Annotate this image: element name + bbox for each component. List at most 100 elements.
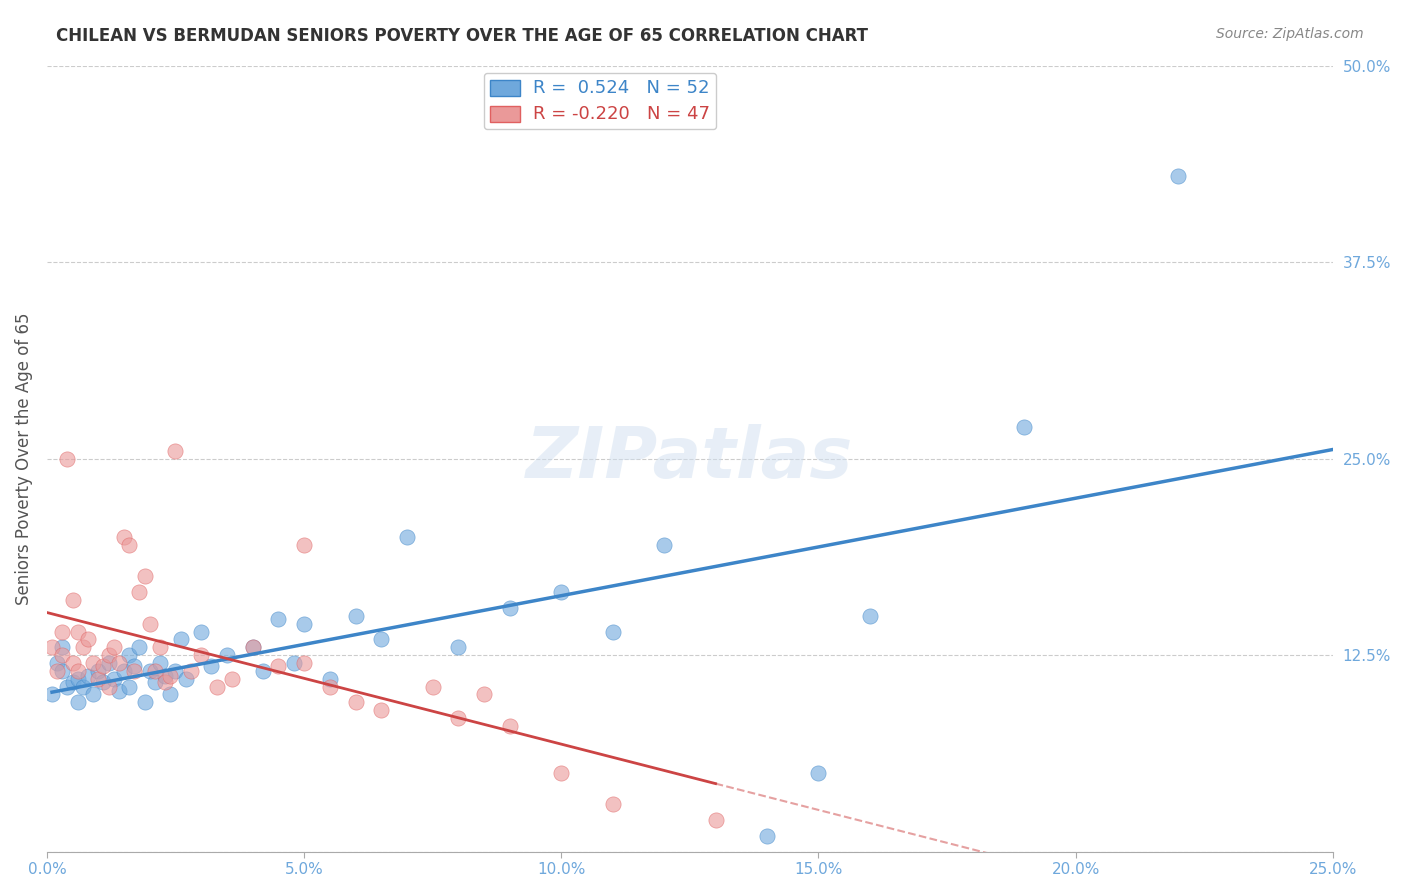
Chileans xyxy=(124,659,146,673)
Chileans xyxy=(66,672,89,686)
Bermudans xyxy=(134,569,156,583)
Chileans xyxy=(807,766,830,780)
Bermudans xyxy=(103,640,125,655)
Bermudans xyxy=(370,703,392,717)
Chileans xyxy=(66,695,89,709)
Bermudans xyxy=(499,719,522,733)
Bermudans xyxy=(87,672,110,686)
Bermudans xyxy=(153,674,176,689)
Chileans xyxy=(756,829,779,843)
Chileans xyxy=(169,632,191,647)
Bermudans xyxy=(82,656,104,670)
Bermudans xyxy=(41,640,63,655)
Bermudans xyxy=(550,766,572,780)
Chileans xyxy=(139,664,162,678)
Bermudans xyxy=(118,538,141,552)
Chileans xyxy=(242,640,264,655)
Chileans xyxy=(112,664,135,678)
Chileans xyxy=(283,656,305,670)
Chileans xyxy=(252,664,274,678)
Chileans xyxy=(370,632,392,647)
Chileans xyxy=(72,680,94,694)
Bermudans xyxy=(602,797,624,812)
Bermudans xyxy=(180,664,202,678)
Chileans xyxy=(128,640,150,655)
Chileans xyxy=(652,538,675,552)
Bermudans xyxy=(56,451,79,466)
Bermudans xyxy=(51,648,73,662)
Bermudans xyxy=(344,695,367,709)
Bermudans xyxy=(472,687,495,701)
Text: Source: ZipAtlas.com: Source: ZipAtlas.com xyxy=(1216,27,1364,41)
Chileans xyxy=(499,601,522,615)
Bermudans xyxy=(319,680,342,694)
Chileans xyxy=(46,656,69,670)
Chileans xyxy=(550,585,572,599)
Chileans xyxy=(143,674,166,689)
Chileans xyxy=(602,624,624,639)
Bermudans xyxy=(159,668,181,682)
Chileans xyxy=(82,687,104,701)
Bermudans xyxy=(62,656,84,670)
Bermudans xyxy=(46,664,69,678)
Chileans xyxy=(93,674,115,689)
Bermudans xyxy=(93,659,115,673)
Chileans xyxy=(51,640,73,655)
Chileans xyxy=(215,648,238,662)
Chileans xyxy=(62,674,84,689)
Chileans xyxy=(97,656,120,670)
Text: CHILEAN VS BERMUDAN SENIORS POVERTY OVER THE AGE OF 65 CORRELATION CHART: CHILEAN VS BERMUDAN SENIORS POVERTY OVER… xyxy=(56,27,869,45)
Chileans xyxy=(108,684,131,698)
Bermudans xyxy=(165,443,187,458)
Chileans xyxy=(41,687,63,701)
Chileans xyxy=(200,659,222,673)
Bermudans xyxy=(422,680,444,694)
Bermudans xyxy=(112,530,135,544)
Y-axis label: Seniors Poverty Over the Age of 65: Seniors Poverty Over the Age of 65 xyxy=(15,312,32,605)
Chileans xyxy=(344,608,367,623)
Chileans xyxy=(118,648,141,662)
Chileans xyxy=(174,672,197,686)
Chileans xyxy=(859,608,882,623)
Chileans xyxy=(165,664,187,678)
Bermudans xyxy=(221,672,243,686)
Chileans xyxy=(56,680,79,694)
Bermudans xyxy=(62,593,84,607)
Chileans xyxy=(134,695,156,709)
Bermudans xyxy=(190,648,212,662)
Chileans xyxy=(447,640,470,655)
Bermudans xyxy=(242,640,264,655)
Chileans xyxy=(190,624,212,639)
Chileans xyxy=(51,664,73,678)
Bermudans xyxy=(447,711,470,725)
Bermudans xyxy=(292,538,315,552)
Chileans xyxy=(149,656,172,670)
Chileans xyxy=(103,672,125,686)
Chileans xyxy=(395,530,418,544)
Bermudans xyxy=(108,656,131,670)
Bermudans xyxy=(139,616,162,631)
Chileans xyxy=(267,612,290,626)
Bermudans xyxy=(292,656,315,670)
Chileans xyxy=(153,668,176,682)
Bermudans xyxy=(97,648,120,662)
Bermudans xyxy=(149,640,172,655)
Bermudans xyxy=(72,640,94,655)
Chileans xyxy=(118,680,141,694)
Chileans xyxy=(159,687,181,701)
Bermudans xyxy=(77,632,100,647)
Bermudans xyxy=(704,813,727,827)
Bermudans xyxy=(66,664,89,678)
Legend: R =  0.524   N = 52, R = -0.220   N = 47: R = 0.524 N = 52, R = -0.220 N = 47 xyxy=(484,73,716,129)
Bermudans xyxy=(97,680,120,694)
Bermudans xyxy=(143,664,166,678)
Chileans xyxy=(319,672,342,686)
Bermudans xyxy=(51,624,73,639)
Bermudans xyxy=(128,585,150,599)
Chileans xyxy=(77,668,100,682)
Chileans xyxy=(1012,420,1035,434)
Bermudans xyxy=(66,624,89,639)
Text: ZIPatlas: ZIPatlas xyxy=(526,424,853,493)
Bermudans xyxy=(124,664,146,678)
Bermudans xyxy=(205,680,228,694)
